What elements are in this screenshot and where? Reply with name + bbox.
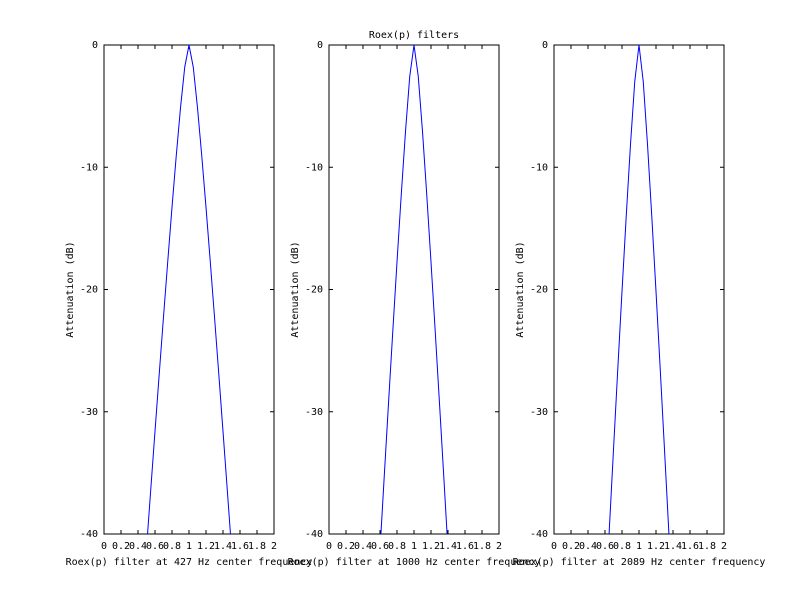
y-tick-label: -20 (305, 285, 323, 296)
chart-title: Roex(p) filters (369, 30, 459, 41)
x-tick-label: 1.8 (698, 541, 716, 552)
x-tick-label: 1.2 (422, 541, 440, 552)
series-line (380, 45, 448, 534)
x-axis-label: Roex(p) filter at 1000 Hz center frequen… (288, 557, 541, 568)
y-tick-label: -40 (80, 529, 98, 540)
x-tick-label: 0.8 (388, 541, 406, 552)
y-tick-label: -10 (305, 162, 323, 173)
y-tick-label: -40 (305, 529, 323, 540)
x-tick-label: 0.2 (562, 541, 580, 552)
x-tick-label: 0.6 (371, 541, 389, 552)
x-tick-label: 2 (271, 541, 277, 552)
x-tick-label: 0.8 (613, 541, 631, 552)
x-tick-label: 1 (636, 541, 642, 552)
x-tick-label: 0.6 (596, 541, 614, 552)
x-tick-label: 1.6 (681, 541, 699, 552)
y-tick-label: 0 (92, 40, 98, 51)
x-tick-label: 1.2 (197, 541, 215, 552)
series-line (147, 45, 231, 534)
x-tick-label: 2 (721, 541, 727, 552)
y-tick-label: -30 (80, 407, 98, 418)
y-axis-label: Attenuation (dB) (65, 241, 76, 337)
x-tick-label: 1.4 (214, 541, 232, 552)
y-axis-label: Attenuation (dB) (515, 241, 526, 337)
y-tick-label: -10 (530, 162, 548, 173)
y-tick-label: -20 (530, 285, 548, 296)
x-tick-label: 2 (496, 541, 502, 552)
y-tick-label: 0 (317, 40, 323, 51)
x-tick-label: 1 (411, 541, 417, 552)
y-tick-label: -30 (305, 407, 323, 418)
x-axis-label: Roex(p) filter at 427 Hz center frequenc… (66, 557, 313, 568)
y-tick-label: -10 (80, 162, 98, 173)
x-tick-label: 1.6 (456, 541, 474, 552)
y-tick-label: -20 (80, 285, 98, 296)
y-tick-label: -40 (530, 529, 548, 540)
x-tick-label: 1.6 (231, 541, 249, 552)
x-tick-label: 0.6 (146, 541, 164, 552)
x-tick-label: 1 (186, 541, 192, 552)
x-tick-label: 0.2 (112, 541, 130, 552)
y-tick-label: -30 (530, 407, 548, 418)
x-tick-label: 0 (326, 541, 332, 552)
x-tick-label: 0 (101, 541, 107, 552)
x-axis-label: Roex(p) filter at 2089 Hz center frequen… (513, 557, 766, 568)
x-tick-label: 0.4 (129, 541, 147, 552)
x-tick-label: 0.4 (579, 541, 597, 552)
x-tick-label: 1.4 (439, 541, 457, 552)
x-tick-label: 1.4 (664, 541, 682, 552)
x-tick-label: 0.4 (354, 541, 372, 552)
series-line (608, 45, 670, 534)
x-tick-label: 0.2 (337, 541, 355, 552)
y-axis-label: Attenuation (dB) (290, 241, 301, 337)
x-tick-label: 0 (551, 541, 557, 552)
y-tick-label: 0 (542, 40, 548, 51)
x-tick-label: 1.8 (473, 541, 491, 552)
x-tick-label: 1.8 (248, 541, 266, 552)
x-tick-label: 1.2 (647, 541, 665, 552)
x-tick-label: 0.8 (163, 541, 181, 552)
